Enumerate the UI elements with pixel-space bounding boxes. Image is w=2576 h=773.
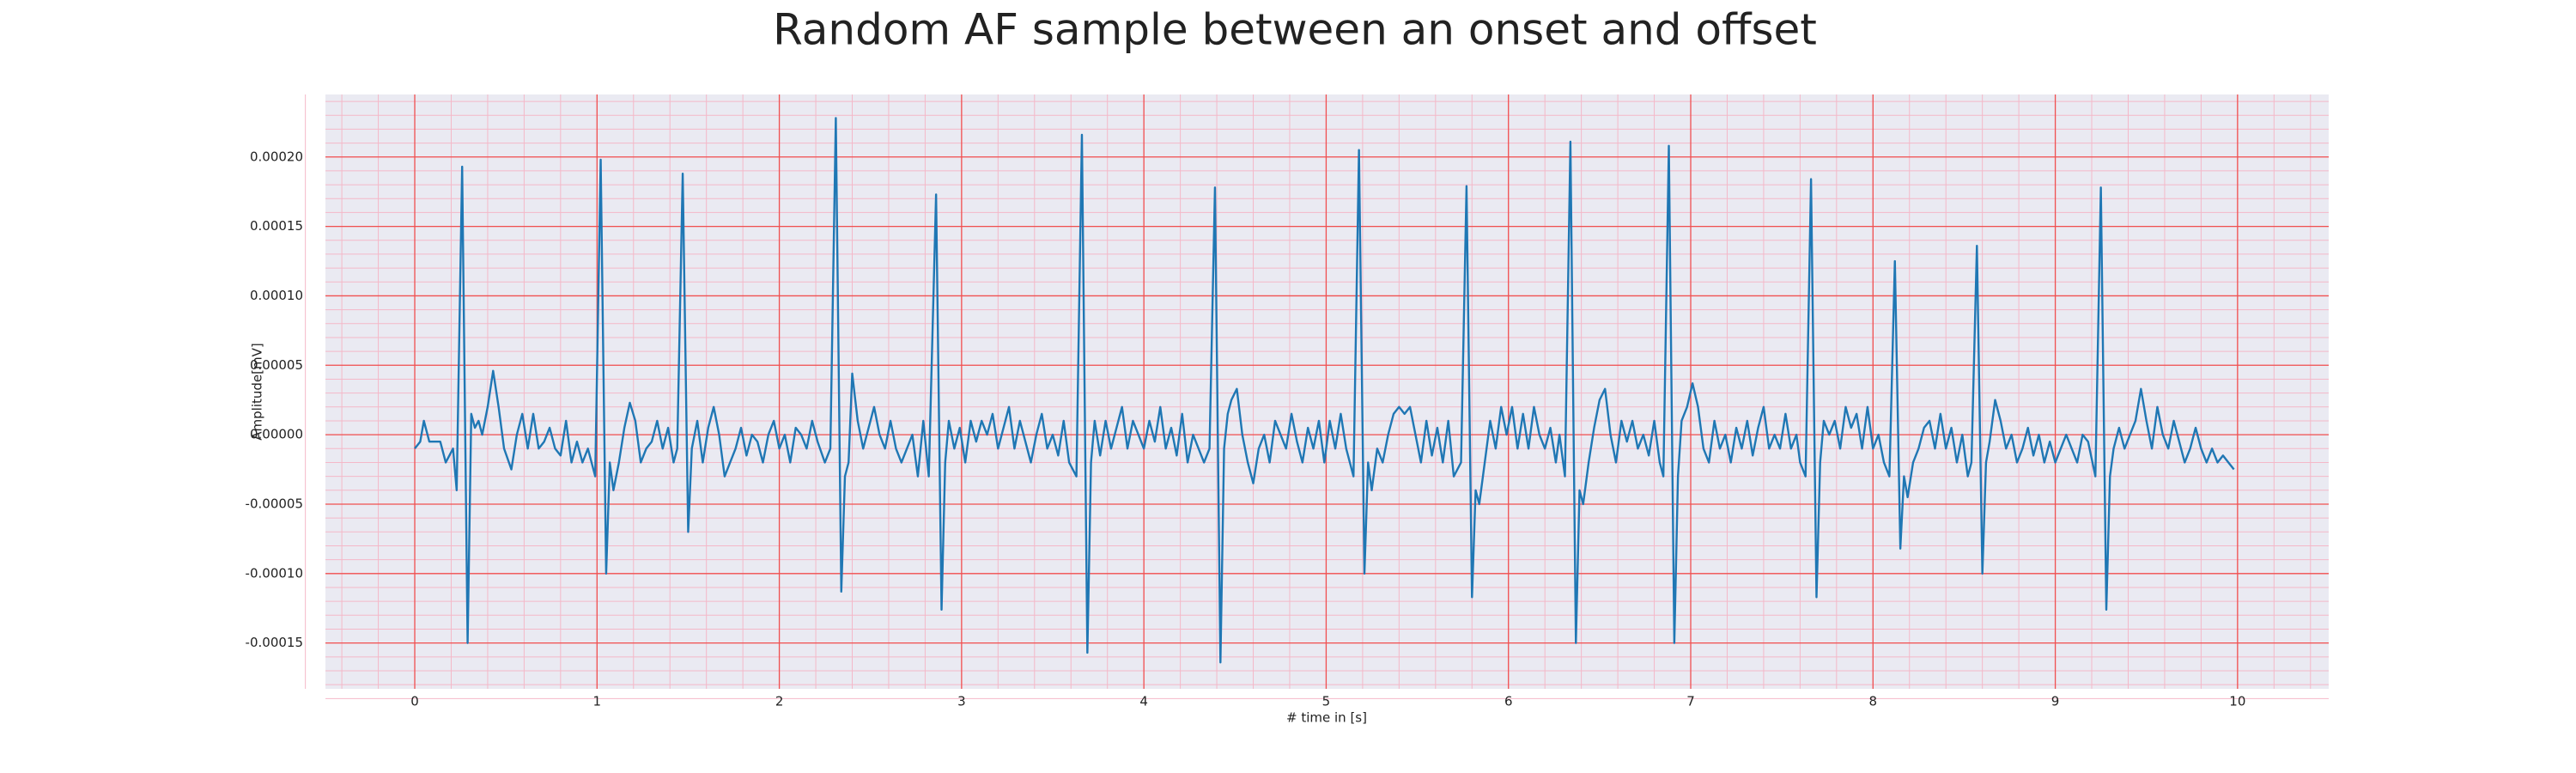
y-tick-label: 0.00015 bbox=[250, 218, 303, 234]
x-axis-label: # time in [s] bbox=[1286, 710, 1367, 726]
x-tick-label: 10 bbox=[2229, 694, 2245, 709]
y-tick-label: -0.00010 bbox=[246, 565, 303, 581]
plot-background bbox=[325, 94, 2329, 689]
y-tick-label: 0.00010 bbox=[250, 288, 303, 303]
x-tick-label: 9 bbox=[2051, 694, 2060, 709]
x-tick-label: 2 bbox=[775, 694, 784, 709]
y-tick-label: 0.00020 bbox=[250, 149, 303, 164]
y-tick-label: 0.00005 bbox=[250, 357, 303, 373]
x-tick-label: 8 bbox=[1869, 694, 1878, 709]
y-axis-label: Amplitude[mV] bbox=[250, 343, 265, 440]
x-tick-label: 4 bbox=[1139, 694, 1148, 709]
x-tick-label: 5 bbox=[1322, 694, 1331, 709]
x-tick-label: 7 bbox=[1686, 694, 1695, 709]
y-tick-label: 0.00000 bbox=[250, 427, 303, 442]
x-tick-label: 0 bbox=[410, 694, 419, 709]
data-line bbox=[414, 117, 2235, 664]
x-tick-label: 6 bbox=[1504, 694, 1513, 709]
y-tick-label: -0.00015 bbox=[246, 635, 303, 650]
x-tick-label: 1 bbox=[593, 694, 602, 709]
marks bbox=[414, 117, 2235, 664]
chart-title: Random AF sample between an onset and of… bbox=[773, 5, 1817, 55]
y-tick-label: -0.00005 bbox=[246, 496, 303, 511]
x-tick-label: 3 bbox=[957, 694, 966, 709]
